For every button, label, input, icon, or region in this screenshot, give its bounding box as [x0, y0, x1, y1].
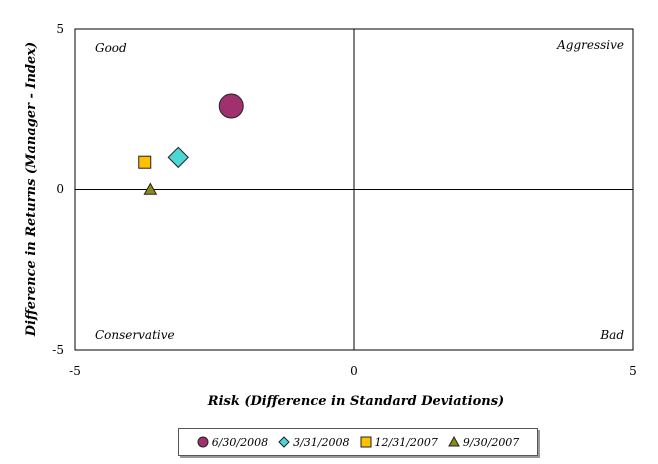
data-point-square [138, 155, 152, 169]
legend-triangle-icon [448, 436, 460, 447]
legend-label: 3/31/2008 [293, 435, 350, 449]
legend-label: 9/30/2007 [462, 435, 520, 449]
data-point-triangle [143, 182, 158, 195]
y-axis-title: Difference in Returns (Manager - Index) [24, 42, 39, 337]
legend-label: 6/30/2008 [211, 435, 269, 449]
x-axis-title: Risk (Difference in Standard Deviations) [207, 394, 504, 409]
quadrant-label-bad: Bad [599, 328, 624, 342]
y-tick-label: 5 [56, 22, 64, 36]
x-tick-label: -5 [69, 364, 81, 378]
legend-square-icon [360, 436, 371, 448]
legend-item: 6/30/2008 [197, 436, 268, 449]
y-tick-label: -5 [52, 343, 64, 357]
legend-item: 12/31/2007 [360, 436, 438, 449]
data-markers [138, 93, 244, 195]
legend-circle-icon [197, 436, 209, 448]
legend-item: 3/31/2008 [278, 435, 350, 449]
legend-diamond-icon [278, 436, 290, 448]
x-tick-label: 5 [629, 364, 637, 378]
legend-item: 9/30/2007 [448, 436, 519, 449]
quadrant-label-aggressive: Aggressive [556, 38, 624, 52]
quadrant-label-conservative: Conservative [95, 328, 175, 342]
chart-legend: 6/30/2008 3/31/2008 12/31/2007 9/30/2007 [178, 428, 538, 456]
y-tick-label: 0 [56, 182, 64, 196]
data-point-circle [218, 93, 244, 119]
legend-label: 12/31/2007 [374, 435, 438, 449]
x-tick-label: 0 [350, 364, 358, 378]
data-point-diamond [167, 146, 189, 169]
quadrant-label-good: Good [95, 41, 127, 55]
